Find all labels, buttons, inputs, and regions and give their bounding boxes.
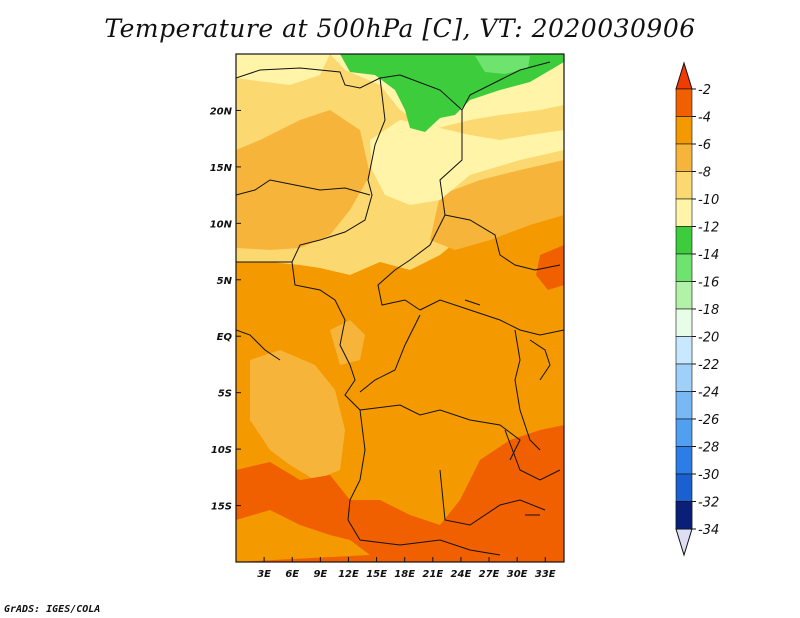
colorbar-label: -8 (698, 166, 711, 181)
colorbar-swatch (675, 143, 693, 172)
colorbar-label: -10 (698, 193, 719, 208)
colorbar-label: -4 (698, 111, 711, 126)
colorbar-label: -24 (698, 386, 719, 401)
colorbar-label: -28 (698, 441, 719, 456)
colorbar-swatch (675, 198, 693, 227)
longitude-axis: 3E 6E 9E 12E 15E 18E 21E 24E 27E 30E 33E (257, 557, 556, 580)
y-tick-label: EQ (217, 332, 233, 343)
band-minus-12 (340, 54, 564, 132)
credit-label: GrADS: IGES/COLA (4, 604, 101, 615)
colorbar-label: -16 (698, 276, 719, 291)
colorbar-swatch (675, 253, 693, 282)
x-tick-label: 30E (507, 569, 528, 580)
colorbar-label: -30 (698, 468, 719, 483)
colorbar-label: -22 (698, 358, 719, 373)
x-tick-label: 24E (451, 569, 472, 580)
colorbar: -2 -4 -6 -8 -10 -12 -14 -16 -18 -20 -22 -24 -26 -28 -3… (675, 61, 719, 557)
band-minus-6-east (430, 160, 564, 250)
band-minus-2-south (236, 425, 564, 562)
colorbar-swatch (675, 88, 693, 117)
colorbar-label: -14 (698, 248, 719, 263)
band-minus-4-south-pocket (236, 510, 370, 562)
latitude-axis: 20N 15N 10N 5N EQ 5S 10S 15S (210, 106, 241, 513)
band-minus-6-north (236, 110, 370, 250)
colorbar-swatch (675, 391, 693, 420)
band-minus-14 (475, 56, 530, 74)
x-tick-label: 33E (535, 569, 556, 580)
x-tick-label: 21E (422, 569, 443, 580)
colorbar-swatch (675, 116, 693, 145)
colorbar-label: -26 (698, 413, 719, 428)
colorbar-swatch (675, 336, 693, 365)
colorbar-swatch (675, 308, 693, 337)
colorbar-top-arrow (675, 61, 693, 90)
colorbar-label: -12 (698, 221, 719, 236)
x-tick-label: 27E (479, 569, 500, 580)
country-borders (236, 61, 564, 556)
x-tick-label: 15E (366, 569, 387, 580)
colorbar-swatch (675, 171, 693, 200)
colorbar-swatch (675, 446, 693, 475)
band-minus-10-nw (236, 54, 330, 85)
colorbar-swatch (675, 473, 693, 502)
colorbar-swatch (675, 226, 693, 255)
colorbar-label: -2 (698, 83, 711, 98)
x-tick-label: 3E (257, 569, 271, 580)
temperature-field (236, 54, 564, 562)
y-tick-label: 5N (217, 276, 233, 287)
colorbar-bottom-arrow (675, 528, 693, 557)
x-tick-label: 9E (313, 569, 327, 580)
colorbar-swatch (675, 363, 693, 392)
colorbar-swatch (675, 281, 693, 310)
colorbar-label: -32 (698, 496, 719, 511)
map-title: Temperature at 500hPa [C], VT: 202003090… (104, 14, 696, 43)
colorbar-label: -20 (698, 331, 719, 346)
y-tick-label: 10S (211, 445, 232, 456)
x-tick-label: 12E (338, 569, 359, 580)
map-frame (235, 53, 565, 563)
y-tick-label: 20N (210, 106, 233, 117)
x-tick-label: 18E (394, 569, 415, 580)
band-minus-6-south (250, 350, 345, 480)
colorbar-label: -34 (698, 523, 719, 538)
y-tick-label: 15N (210, 163, 233, 174)
y-tick-label: 10N (210, 219, 233, 230)
band-minus-6-coast (330, 320, 365, 365)
x-tick-label: 6E (285, 569, 299, 580)
colorbar-label: -18 (698, 303, 719, 318)
y-tick-label: 15S (211, 502, 232, 513)
y-tick-label: 5S (218, 389, 232, 400)
band-minus-10-center (370, 120, 564, 205)
colorbar-swatch (675, 418, 693, 447)
colorbar-label: -6 (698, 138, 711, 153)
colorbar-swatch (675, 501, 693, 530)
